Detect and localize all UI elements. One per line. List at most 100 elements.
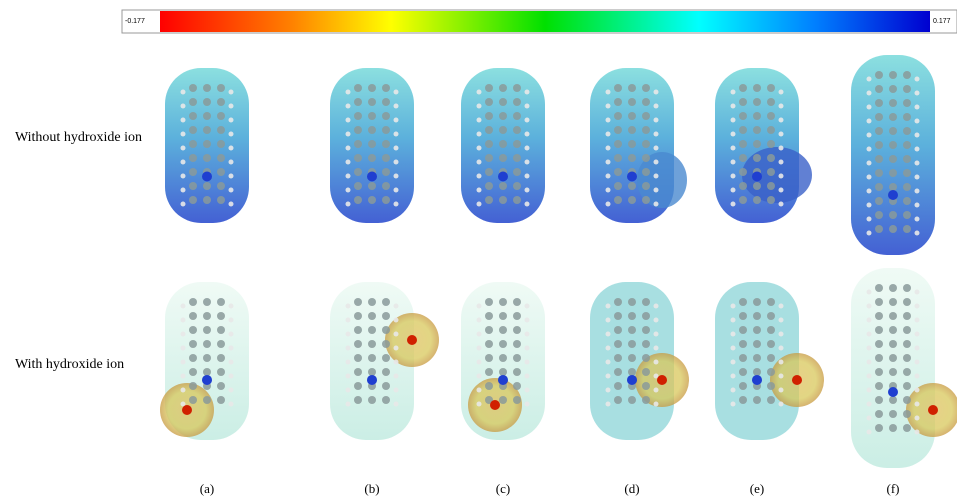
atom-h	[346, 360, 351, 365]
atom	[513, 126, 521, 134]
atom	[889, 284, 897, 292]
atom	[642, 126, 650, 134]
atom-o	[490, 400, 500, 410]
atom-h	[779, 146, 784, 151]
atom	[889, 211, 897, 219]
atom	[642, 396, 650, 404]
atom	[513, 298, 521, 306]
atom-h	[779, 132, 784, 137]
atom-h	[525, 202, 530, 207]
atom	[889, 225, 897, 233]
atom	[903, 197, 911, 205]
atom	[217, 168, 225, 176]
atom	[485, 354, 493, 362]
panel-label: (b)	[364, 481, 379, 496]
atom-h	[731, 402, 736, 407]
atom	[889, 169, 897, 177]
atom-n	[202, 172, 212, 182]
atom	[614, 140, 622, 148]
atom	[354, 98, 362, 106]
atom-h	[394, 132, 399, 137]
atom	[875, 225, 883, 233]
atom	[889, 424, 897, 432]
atom	[767, 182, 775, 190]
atom	[217, 326, 225, 334]
atom	[485, 196, 493, 204]
atom	[767, 382, 775, 390]
atom-h	[181, 388, 186, 393]
atom	[189, 196, 197, 204]
atom	[217, 126, 225, 134]
atom	[889, 396, 897, 404]
atom	[217, 382, 225, 390]
atom-h	[915, 416, 920, 421]
atom	[642, 112, 650, 120]
atom	[628, 182, 636, 190]
atom	[485, 182, 493, 190]
atom-h	[867, 105, 872, 110]
atom-h	[779, 174, 784, 179]
atom-h	[346, 202, 351, 207]
atom-h	[915, 290, 920, 295]
atom-h	[477, 346, 482, 351]
atom	[628, 154, 636, 162]
atom-h	[525, 104, 530, 109]
atom-h	[394, 318, 399, 323]
atom	[903, 410, 911, 418]
atom-n	[752, 172, 762, 182]
atom	[614, 382, 622, 390]
atom	[368, 298, 376, 306]
atom-h	[731, 146, 736, 151]
atom-h	[867, 388, 872, 393]
atom	[875, 197, 883, 205]
atom-h	[394, 174, 399, 179]
atom	[767, 126, 775, 134]
atom	[382, 312, 390, 320]
atom	[189, 326, 197, 334]
atom	[368, 140, 376, 148]
atom	[903, 71, 911, 79]
atom	[382, 326, 390, 334]
atom	[203, 196, 211, 204]
atom	[642, 326, 650, 334]
atom-h	[477, 360, 482, 365]
atom	[903, 396, 911, 404]
atom-h	[731, 346, 736, 351]
atom	[642, 84, 650, 92]
atom	[217, 368, 225, 376]
atom	[513, 140, 521, 148]
atom-h	[525, 90, 530, 95]
atom	[513, 354, 521, 362]
atom	[875, 298, 883, 306]
atom	[189, 112, 197, 120]
atom	[875, 340, 883, 348]
atom-h	[229, 174, 234, 179]
atom	[368, 196, 376, 204]
atom	[203, 126, 211, 134]
atom	[217, 354, 225, 362]
atom-h	[915, 374, 920, 379]
atom	[889, 71, 897, 79]
atom	[739, 368, 747, 376]
atom	[614, 112, 622, 120]
atom	[513, 382, 521, 390]
atom	[368, 98, 376, 106]
atom	[739, 312, 747, 320]
atom	[614, 196, 622, 204]
atom-h	[229, 188, 234, 193]
atom	[739, 140, 747, 148]
atom-h	[229, 374, 234, 379]
atom	[753, 312, 761, 320]
atom-h	[606, 146, 611, 151]
atom	[739, 382, 747, 390]
atom-h	[606, 90, 611, 95]
atom-h	[867, 203, 872, 208]
atom	[368, 340, 376, 348]
atom	[753, 154, 761, 162]
atom-h	[346, 146, 351, 151]
atom	[767, 168, 775, 176]
atom-h	[867, 304, 872, 309]
atom	[499, 298, 507, 306]
atom	[513, 396, 521, 404]
atom	[889, 99, 897, 107]
